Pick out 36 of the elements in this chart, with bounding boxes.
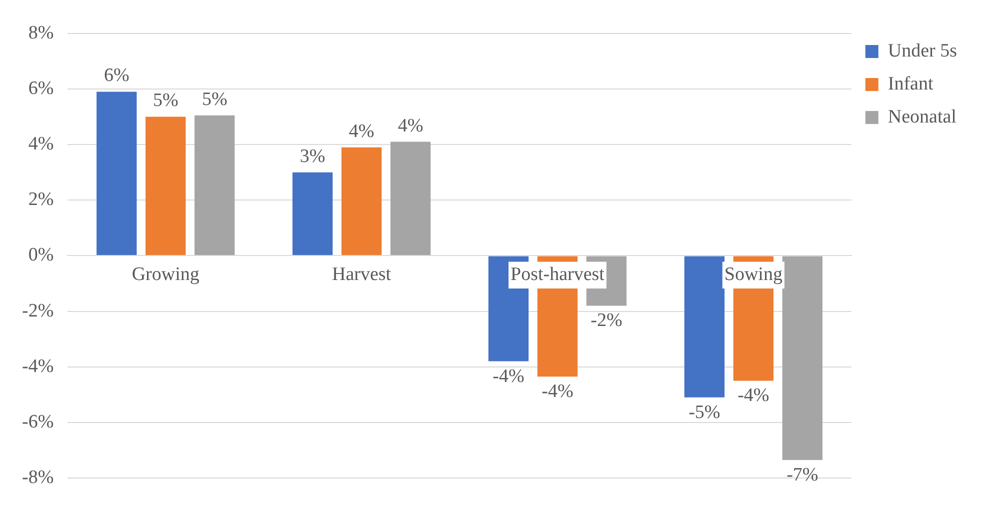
- bar: [96, 92, 137, 256]
- bar: [341, 147, 382, 256]
- y-tick-label: 4%: [28, 134, 54, 155]
- y-tick-label: -4%: [22, 356, 54, 377]
- x-tick-label: Post-harvest: [510, 264, 606, 286]
- y-tick-label: 2%: [28, 189, 54, 210]
- data-label: -4%: [542, 381, 574, 402]
- bar: [684, 256, 725, 398]
- bar: [390, 142, 431, 256]
- data-label: -2%: [590, 310, 622, 332]
- y-tick-label: -8%: [22, 466, 54, 488]
- y-tick-label: -6%: [22, 411, 54, 432]
- data-label: 3%: [300, 146, 326, 167]
- legend-label: Under 5s: [888, 40, 958, 62]
- bar: [292, 172, 333, 256]
- y-tick-label: 6%: [28, 78, 54, 99]
- data-label: 4%: [348, 120, 374, 142]
- data-label: 4%: [398, 115, 424, 136]
- data-label: -4%: [492, 366, 524, 387]
- bar: [146, 116, 186, 256]
- y-tick-label: 8%: [28, 22, 54, 44]
- x-tick-label: Sowing: [724, 264, 783, 286]
- data-label: -4%: [738, 385, 770, 406]
- legend-label: Neonatal: [888, 106, 956, 128]
- data-label: 5%: [152, 90, 178, 112]
- y-tick-label: 0%: [28, 244, 54, 266]
- data-label: 6%: [104, 65, 130, 86]
- x-tick-label: Harvest: [332, 264, 392, 286]
- data-label: -5%: [688, 402, 720, 423]
- data-label: 5%: [202, 88, 228, 110]
- x-tick-label: Growing: [132, 264, 200, 286]
- y-tick-label: -2%: [22, 300, 54, 322]
- data-label: -7%: [786, 464, 818, 486]
- bar: [194, 115, 235, 256]
- legend-label: Infant: [888, 73, 934, 94]
- bar: [782, 256, 822, 460]
